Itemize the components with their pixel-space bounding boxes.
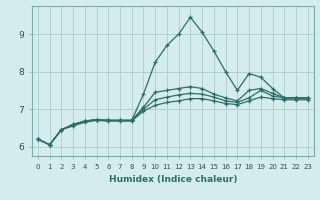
X-axis label: Humidex (Indice chaleur): Humidex (Indice chaleur): [108, 175, 237, 184]
